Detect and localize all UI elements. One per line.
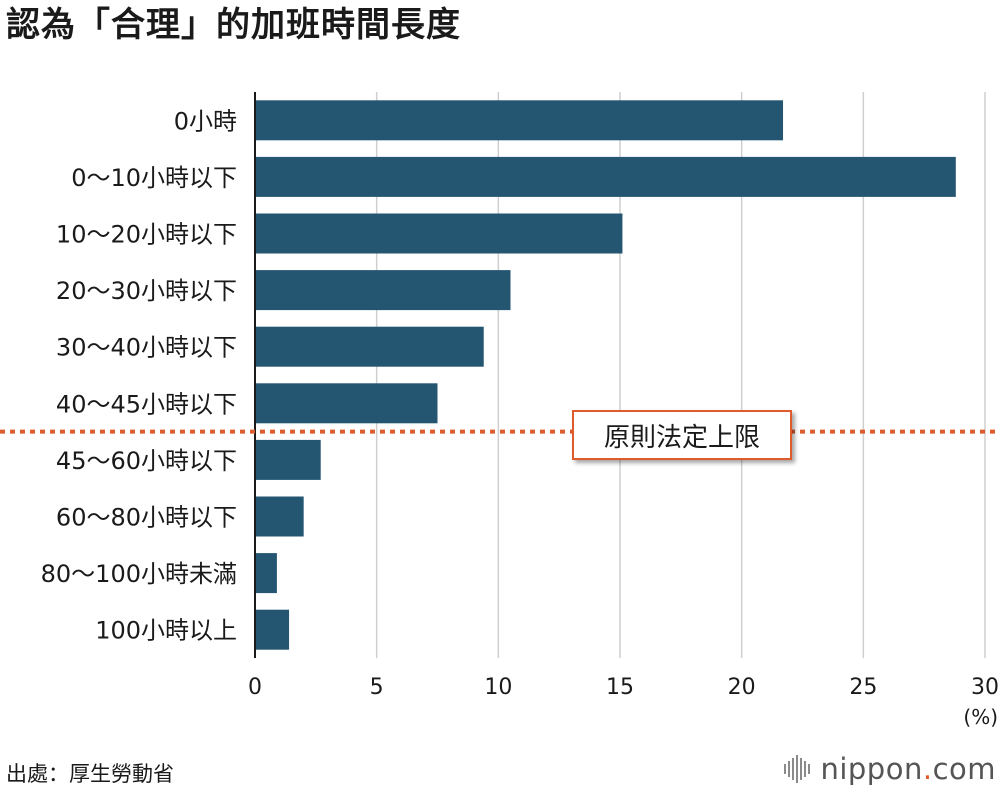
x-axis-unit: (%): [963, 705, 998, 729]
x-tick-label: 25: [849, 675, 877, 700]
category-label: 10〜20小時以下: [56, 221, 237, 249]
source-note: 出處：厚生勞動省: [6, 762, 174, 786]
bar: [255, 496, 304, 537]
category-label: 0〜10小時以下: [71, 164, 237, 192]
category-label: 30〜40小時以下: [56, 334, 237, 362]
bar: [255, 270, 511, 311]
x-tick-label: 5: [370, 675, 384, 700]
x-tick-label: 20: [728, 675, 756, 700]
bar: [255, 383, 438, 424]
bar: [255, 213, 623, 254]
bar: [255, 609, 290, 650]
nippon-logo: nippon. com: [784, 752, 996, 786]
bar: [255, 326, 484, 367]
logo-mark-icon: [784, 755, 811, 783]
category-label: 40〜45小時以下: [56, 390, 237, 418]
category-labels: 0小時 0〜10小時以下 10〜20小時以下 20〜30小時以下 30〜40小時以下 40…: [41, 107, 237, 644]
x-tick-label: 30: [971, 675, 999, 700]
x-axis-ticks: 0 5 10 15 20 25 30: [248, 675, 999, 700]
logo-name: nippon: [820, 752, 923, 786]
bar: [255, 439, 321, 480]
bar: [255, 553, 277, 594]
category-label: 100小時以上: [95, 617, 237, 645]
category-label: 45〜60小時以下: [56, 447, 237, 475]
category-label: 0小時: [174, 107, 237, 135]
x-tick-label: 0: [248, 675, 262, 700]
chart-title: 認為「合理」的加班時間長度: [6, 5, 461, 45]
bars: [255, 100, 956, 650]
bar: [255, 156, 956, 197]
x-tick-label: 10: [484, 675, 512, 700]
category-label: 80〜100小時未滿: [41, 560, 237, 588]
bar: [255, 100, 784, 141]
x-tick-label: 15: [606, 675, 634, 700]
logo-dot: .: [922, 752, 933, 786]
legal-limit-label: 原則法定上限: [572, 410, 792, 460]
logo-suffix: com: [932, 752, 996, 786]
category-label: 20〜30小時以下: [56, 277, 237, 305]
category-label: 60〜80小時以下: [56, 504, 237, 532]
